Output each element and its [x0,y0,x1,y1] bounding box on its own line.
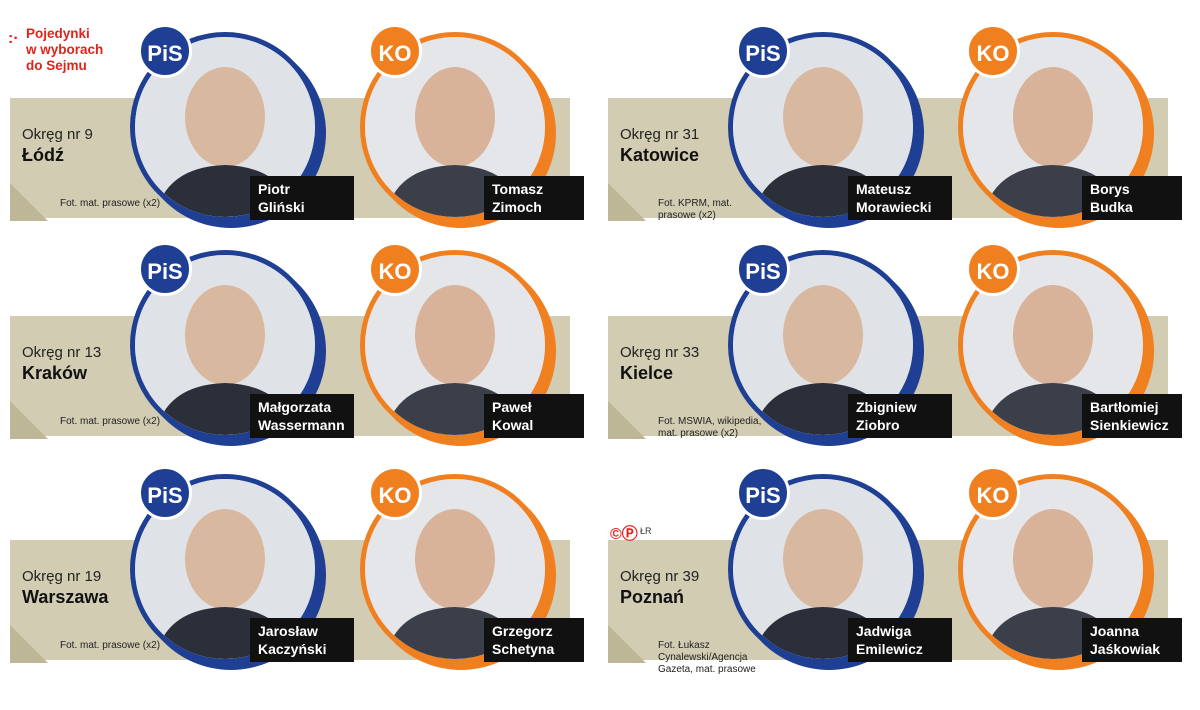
first-name: Jadwiga [856,623,912,639]
photo-credit: Fot. mat. prasowe (x2) [60,198,161,209]
photo-credit: Fot. KPRM, mat. prasowe (x2) [658,198,732,221]
last-name: Kowal [492,417,534,433]
pis-candidate-name: Piotr Gliński [250,176,354,220]
last-name: Emilewicz [856,641,923,657]
district-city: Katowice [620,145,700,165]
infographic-header: :· Pojedynki w wyborach do Sejmu [8,26,138,74]
header-title-line: Pojedynki [26,26,90,41]
first-name: Małgorzata [258,399,332,415]
pis-party-badge: PiS [138,24,192,78]
photo-credit: Fot. mat. prasowe (x2) [60,640,161,651]
last-name: Morawiecki [856,199,932,215]
band-corner [608,183,646,221]
pis-candidate-name: Mateusz Morawiecki [848,176,952,220]
last-name: Zimoch [492,199,542,215]
first-name: Joanna [1090,623,1140,639]
portrait-placeholder-icon [365,255,545,435]
pis-candidate-name: Jadwiga Emilewicz [848,618,952,662]
district-panel: Okręg nr 9 Łódź Fot. mat. prasowe (x2) P… [10,24,590,238]
ko-party-badge: KO [966,242,1020,296]
pis-party-badge: PiS [736,466,790,520]
first-name: Paweł [492,399,532,415]
district-number: Okręg nr 31 [620,126,700,143]
district-number: Okręg nr 33 [620,344,700,361]
photo-credit: Fot. Łukasz Cynalewski/Agencja Gazeta, m… [658,640,756,675]
ko-party-badge: KO [368,24,422,78]
last-name: Ziobro [856,417,900,433]
ko-candidate-photo [360,250,550,440]
district-city: Kraków [22,363,88,383]
band-corner [608,401,646,439]
district-number: Okręg nr 13 [22,344,102,361]
district-panel: Okręg nr 33 Kielce Fot. MSWIA, wikipedia… [608,242,1188,456]
pis-candidate-name: Zbigniew Ziobro [848,394,952,438]
ko-party-badge: KO [966,24,1020,78]
district-city: Kielce [620,363,674,383]
pis-party-badge: PiS [736,24,790,78]
pis-candidate-name: Jarosław Kaczyński [250,618,354,662]
pis-party-badge: PiS [138,242,192,296]
pis-party-badge: PiS [736,242,790,296]
author-initials: ŁR [640,526,652,536]
last-name: Gliński [258,199,305,215]
district-number: Okręg nr 19 [22,568,102,585]
last-name: Wassermann [258,417,345,433]
ko-candidate-name: Joanna Jaśkowiak [1082,618,1182,662]
last-name: Jaśkowiak [1090,641,1161,657]
header-title: Pojedynki w wyborach do Sejmu [26,26,138,74]
ko-party-badge: KO [368,466,422,520]
first-name: Bartłomiej [1090,399,1159,415]
district-city: Poznań [620,587,685,607]
first-name: Jarosław [258,623,318,639]
photo-credit: Fot. mat. prasowe (x2) [60,416,161,427]
last-name: Schetyna [492,641,555,657]
ko-candidate-name: Borys Budka [1082,176,1182,220]
publisher-logo: ©Ⓟ [610,526,638,543]
district-city: Warszawa [22,587,109,607]
band-corner [608,625,646,663]
district-panel: Okręg nr 13 Kraków Fot. mat. prasowe (x2… [10,242,590,456]
first-name: Mateusz [856,181,912,197]
ko-party-badge: KO [368,242,422,296]
band-corner [10,625,48,663]
district-city: Łódź [22,145,64,165]
header-title-line: do Sejmu [26,58,87,73]
ko-candidate-name: Paweł Kowal [484,394,584,438]
ko-candidate-name: Grzegorz Schetyna [484,618,584,662]
last-name: Sienkiewicz [1090,417,1169,433]
first-name: Zbigniew [856,399,917,415]
pis-candidate-name: Małgorzata Wassermann [250,394,354,438]
ko-candidate-name: Bartłomiej Sienkiewicz [1082,394,1182,438]
district-number: Okręg nr 9 [22,126,93,143]
first-name: Grzegorz [492,623,553,639]
header-title-line: w wyborach [26,42,104,57]
district-number: Okręg nr 39 [620,568,700,585]
ko-candidate-name: Tomasz Zimoch [484,176,584,220]
first-name: Tomasz [492,181,544,197]
header-dots: :· [8,30,19,47]
pis-party-badge: PiS [138,466,192,520]
district-panel: Okręg nr 31 Katowice Fot. KPRM, mat. pra… [608,24,1188,238]
first-name: Piotr [258,181,290,197]
district-panel: Okręg nr 39 Poznań Fot. Łukasz Cynalewsk… [608,466,1188,680]
photo-credit: Fot. MSWIA, wikipedia, mat. prasowe (x2) [658,416,762,439]
band-corner [10,401,48,439]
first-name: Borys [1090,181,1130,197]
last-name: Kaczyński [258,641,327,657]
ko-party-badge: KO [966,466,1020,520]
last-name: Budka [1090,199,1133,215]
district-panel: Okręg nr 19 Warszawa Fot. mat. prasowe (… [10,466,590,680]
band-corner [10,183,48,221]
